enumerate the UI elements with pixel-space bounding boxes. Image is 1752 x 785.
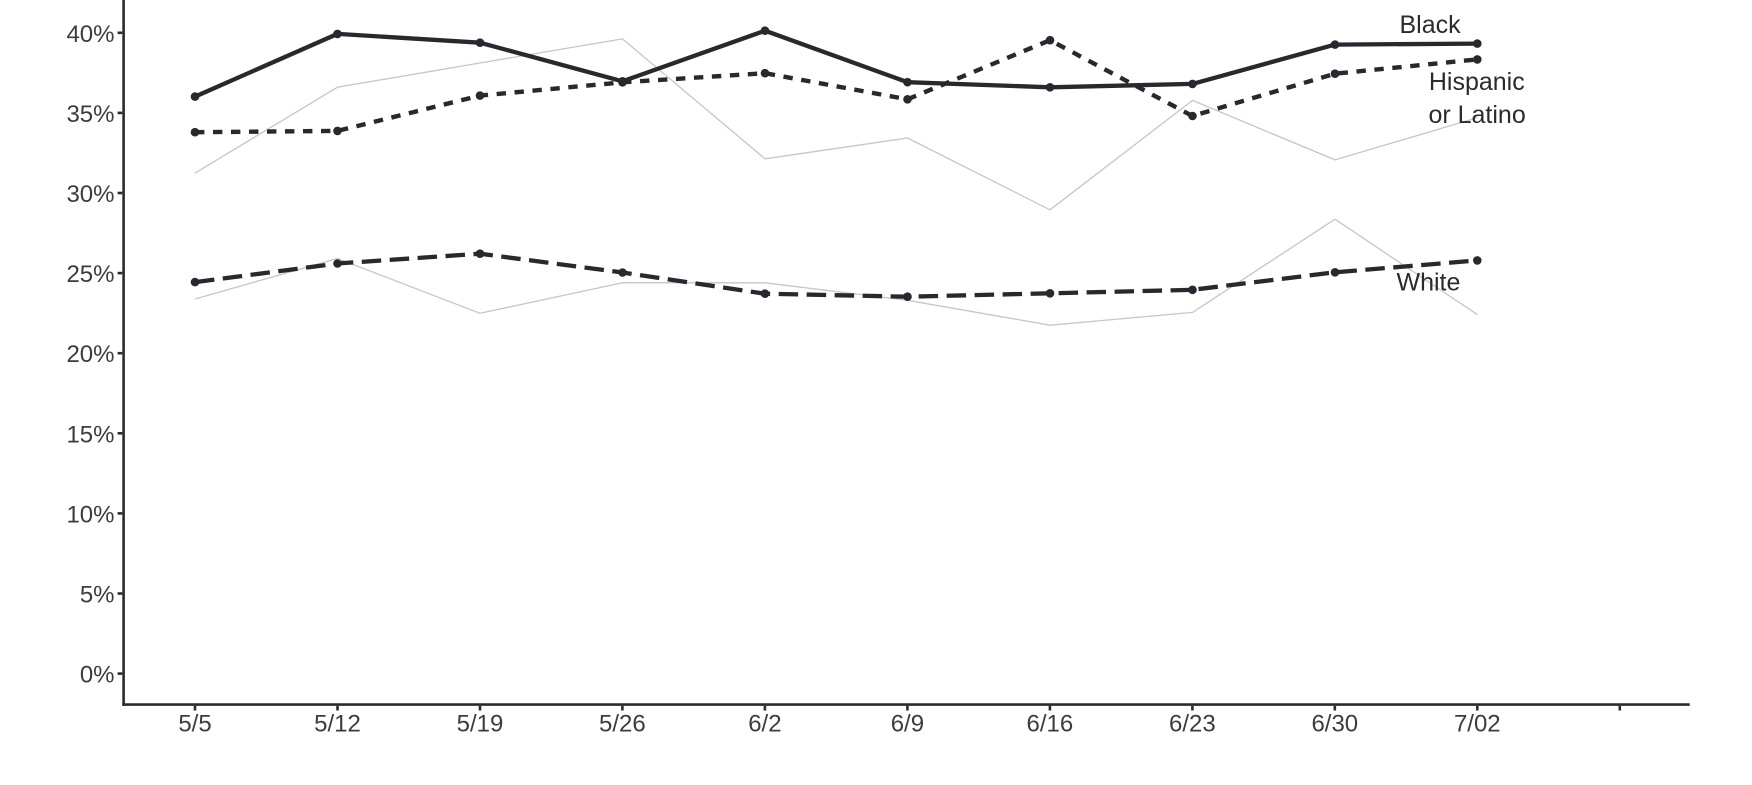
svg-text:White: White: [1397, 268, 1461, 296]
svg-text:6/2: 6/2: [748, 711, 781, 738]
svg-text:20%: 20%: [66, 341, 114, 368]
svg-text:30%: 30%: [66, 181, 114, 208]
svg-text:5%: 5%: [80, 582, 115, 609]
svg-text:5/12: 5/12: [314, 711, 361, 738]
svg-text:35%: 35%: [66, 101, 114, 128]
svg-text:10%: 10%: [66, 501, 114, 528]
svg-text:15%: 15%: [66, 421, 114, 448]
svg-text:6/23: 6/23: [1169, 711, 1216, 738]
svg-text:25%: 25%: [66, 261, 114, 288]
svg-text:6/16: 6/16: [1027, 711, 1074, 738]
svg-text:5/26: 5/26: [599, 711, 646, 738]
svg-text:Hispanic: Hispanic: [1429, 68, 1525, 96]
svg-text:40%: 40%: [66, 21, 114, 48]
svg-text:0%: 0%: [80, 662, 115, 689]
svg-text:5/5: 5/5: [178, 711, 211, 738]
svg-text:7/02: 7/02: [1454, 711, 1501, 738]
svg-text:6/30: 6/30: [1311, 711, 1358, 738]
svg-text:6/9: 6/9: [891, 711, 924, 738]
svg-text:5/19: 5/19: [457, 711, 504, 738]
svg-text:or Latino: or Latino: [1428, 101, 1525, 129]
svg-text:Black: Black: [1400, 11, 1462, 39]
